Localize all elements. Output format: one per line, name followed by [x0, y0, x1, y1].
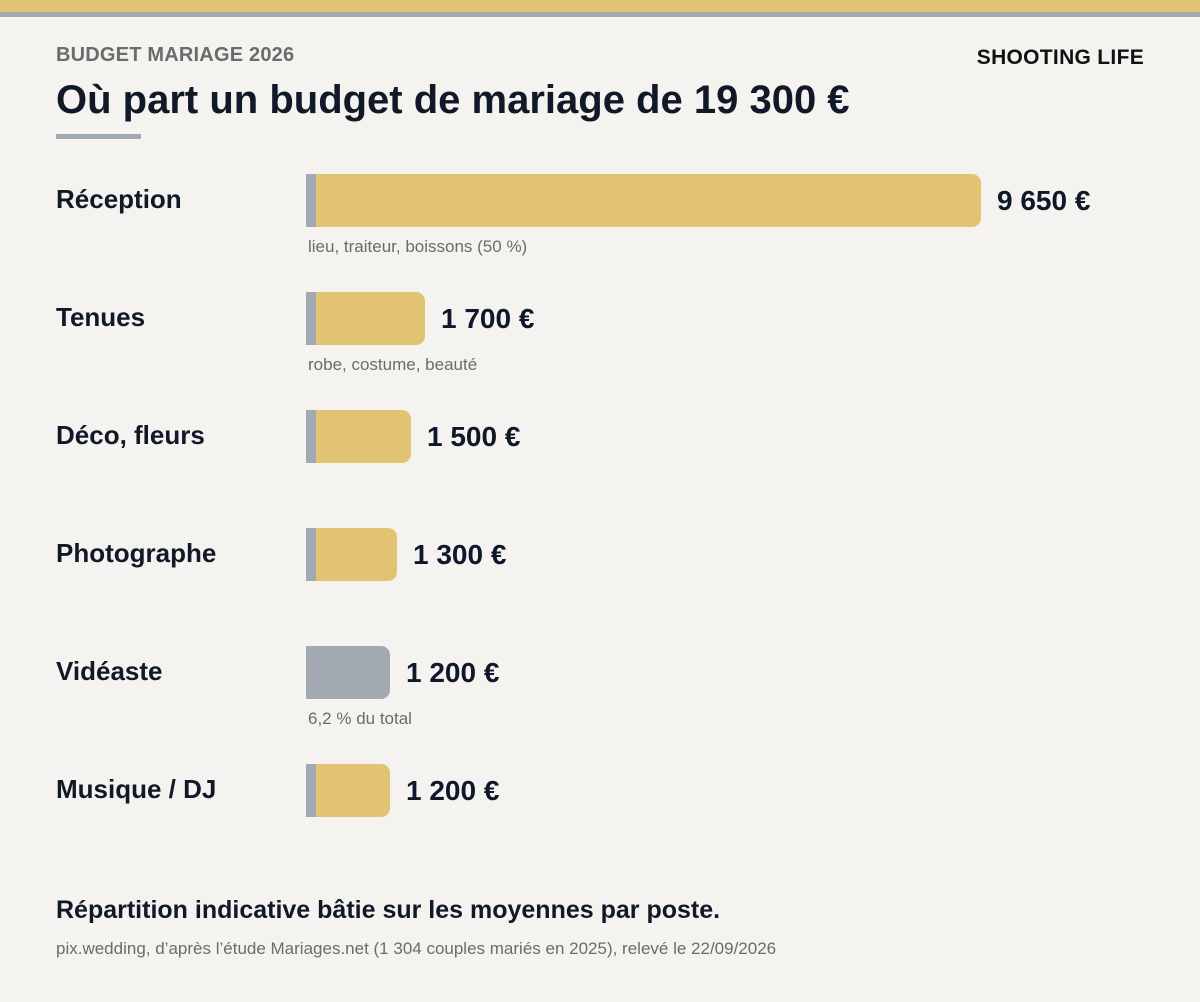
bar [306, 764, 390, 817]
top-accent-bar [0, 0, 1200, 12]
bar-cap [306, 528, 316, 581]
bar-row: Vidéaste 1 200 € 6,2 % du total [0, 646, 1200, 756]
category-label: Photographe [56, 538, 217, 568]
top-accent-rule [0, 12, 1200, 17]
bar-row: Réception 9 650 € lieu, traiteur, boissons… [0, 174, 1200, 284]
category-label: Vidéaste [56, 656, 163, 686]
bar-cap [306, 764, 316, 817]
bar-cap [306, 292, 316, 345]
bar-note: lieu, traiteur, boissons (50 %) [308, 237, 528, 256]
title-underline [56, 134, 141, 139]
bar-row: Musique / DJ 1 200 € [0, 764, 1200, 874]
bar [306, 292, 425, 345]
bar-cap [306, 174, 316, 227]
category-label: Tenues [56, 302, 146, 332]
chart-source: pix.wedding, d’après l’étude Mariages.ne… [56, 939, 777, 958]
bar [306, 646, 390, 699]
bar-row: Photographe 1 300 € [0, 528, 1200, 638]
category-label: Réception [56, 184, 182, 214]
bar-row: Tenues 1 700 € robe, costume, beauté [0, 292, 1200, 402]
value-label: 9 650 € [997, 185, 1091, 216]
chart-footnote: Répartition indicative bâtie sur les moy… [56, 896, 721, 924]
value-label: 1 700 € [441, 303, 535, 334]
bar [306, 410, 411, 463]
page-title: Où part un budget de mariage de 19 300 € [56, 78, 850, 122]
bar-note: robe, costume, beauté [308, 355, 478, 374]
bar-cap [306, 410, 316, 463]
bar-note: 6,2 % du total [308, 709, 412, 728]
value-label: 1 200 € [406, 657, 500, 688]
kicker: BUDGET MARIAGE 2026 [56, 44, 295, 66]
brand-name: SHOOTING LIFE [976, 46, 1144, 69]
bar [306, 528, 397, 581]
category-label: Déco, fleurs [56, 420, 205, 450]
category-label: Musique / DJ [56, 774, 217, 804]
bar [306, 174, 981, 227]
value-label: 1 300 € [413, 539, 507, 570]
bar-row: Déco, fleurs 1 500 € [0, 410, 1200, 520]
value-label: 1 500 € [427, 421, 521, 452]
value-label: 1 200 € [406, 775, 500, 806]
